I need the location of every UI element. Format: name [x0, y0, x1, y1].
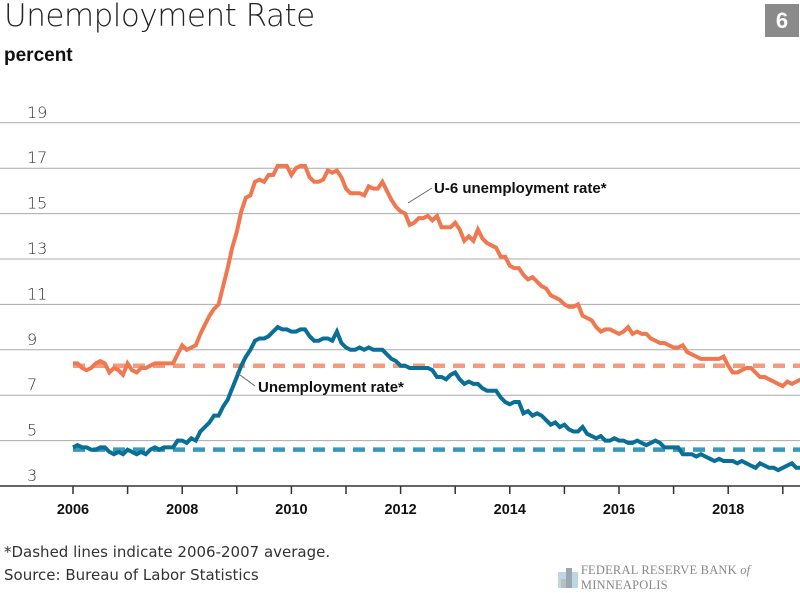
y-tick-label: 11: [27, 284, 47, 303]
unemployment-annotation-leader: [235, 371, 256, 387]
y-tick-label: 7: [27, 375, 37, 394]
logo-text-of: of: [740, 563, 751, 577]
y-tick-label: 3: [27, 466, 37, 485]
y-axis-unit-label: percent: [4, 45, 73, 66]
x-tick-label: 2006: [57, 502, 89, 518]
u6-annotation-leader: [407, 187, 433, 204]
y-tick-label: 5: [27, 421, 37, 440]
y-tick-labels: 3 5 7 9 11 13 15 17 19: [27, 103, 47, 485]
building-logo-icon: [558, 568, 578, 588]
gridlines: [0, 122, 800, 442]
chart-title: Unemployment Rate: [4, 0, 315, 34]
u6-series-line: [73, 163, 800, 389]
x-tick-label: 2016: [603, 502, 635, 518]
unemployment-series-line: [72, 324, 800, 473]
x-tick-label: 2010: [275, 502, 307, 518]
figure-number-badge: 6: [765, 4, 799, 37]
x-tick-label: 2018: [712, 502, 744, 518]
unemployment-annotation-label: Unemployment rate*: [258, 379, 404, 396]
y-tick-label: 9: [27, 330, 37, 349]
footnote-dashed-lines: *Dashed lines indicate 2006-2007 average…: [4, 543, 331, 561]
y-tick-label: 13: [27, 239, 47, 258]
x-tick-label: 2014: [494, 502, 526, 518]
logo-text-part1: FEDERAL RESERVE BANK: [580, 563, 741, 577]
u6-annotation-label: U-6 unemployment rate*: [434, 180, 607, 197]
series-lines: [72, 163, 800, 473]
y-tick-label: 17: [27, 148, 47, 167]
y-tick-label: 15: [27, 194, 47, 213]
annotations: U-6 unemployment rate* Unemployment rate…: [235, 180, 607, 396]
source-note: Source: Bureau of Labor Statistics: [4, 566, 259, 584]
x-tick-label: 2008: [166, 502, 198, 518]
x-tick-label: 2012: [384, 502, 416, 518]
y-tick-label: 19: [27, 103, 47, 122]
fed-minneapolis-logo: FEDERAL RESERVE BANK of MINNEAPOLIS: [558, 563, 800, 593]
x-axis: 2006 2008 2010 2012 2014 2016 2018: [0, 485, 800, 518]
fed-minneapolis-wordmark: FEDERAL RESERVE BANK of MINNEAPOLIS: [581, 563, 800, 593]
logo-text-part2: MINNEAPOLIS: [580, 578, 668, 592]
